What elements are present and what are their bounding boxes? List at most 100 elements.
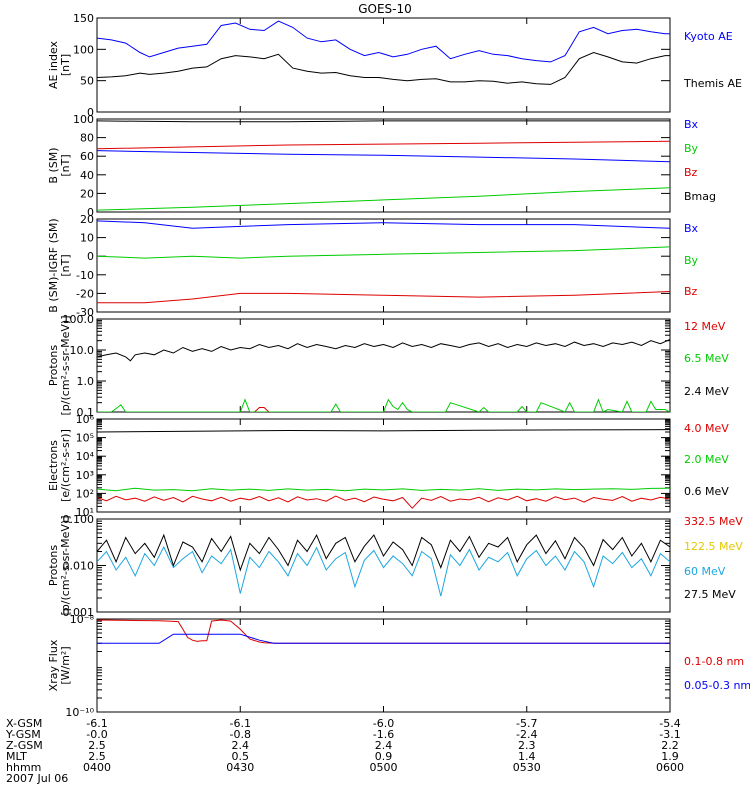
y-tick-label: 10⁶ bbox=[76, 413, 95, 426]
x-tick-label: 1.4 bbox=[518, 750, 536, 763]
y-axis-label: Protons bbox=[47, 345, 60, 386]
x-tick-label: -5.7 bbox=[516, 717, 537, 730]
panel-2: 0 20 40 60 80 100 B (SM) [nT] Bx By Bz Bmag bbox=[47, 113, 716, 219]
y-tick-label: 0.010 bbox=[63, 560, 95, 573]
y-axis-label: [W/m²] bbox=[59, 646, 72, 684]
plot-frame bbox=[96, 518, 671, 613]
series-line-bx bbox=[97, 150, 670, 163]
series-line-0-6-mev bbox=[97, 429, 670, 433]
x-tick-label: 1.9 bbox=[661, 750, 679, 763]
legend-label: By bbox=[684, 142, 699, 155]
x-axis-ephemeris: X-GSM -6.1 -6.1 -6.0 -5.7 -5.4 Y-GSM -0.0 -0.8 -1… bbox=[5, 717, 684, 785]
legend-label: 0.05-0.3 nm bbox=[684, 679, 750, 692]
x-tick-label: -2.4 bbox=[516, 728, 537, 741]
y-axis-label: [nT] bbox=[59, 54, 72, 76]
x-tick-label: -3.1 bbox=[659, 728, 680, 741]
x-tick-label: -6.1 bbox=[230, 717, 251, 730]
y-tick-label: 0 bbox=[87, 250, 94, 263]
series-line-60-mev bbox=[97, 545, 670, 597]
x-tick-label: 2.4 bbox=[375, 739, 393, 752]
y-tick-label: 10 bbox=[80, 232, 94, 245]
minor-ticks bbox=[97, 520, 670, 599]
y-axis-label: Protons bbox=[47, 545, 60, 586]
y-tick-label: 0.1 bbox=[77, 406, 95, 419]
panel-3: -30 -20 -10 0 10 20 B (SM)-IGRF (SM) [nT] Bx By Bz bbox=[47, 213, 699, 319]
panel-5: 10¹ 10² 10³ 10⁴ 10⁵ 10⁶ Electrons [e/(cm²-s-sr)… bbox=[47, 413, 729, 519]
y-tick-label: 100 bbox=[73, 113, 94, 126]
y-tick-label: 1.0 bbox=[77, 375, 95, 388]
legend-label: 332.5 MeV bbox=[684, 515, 743, 528]
y-tick-label: 100.0 bbox=[63, 313, 95, 326]
y-tick-label: 60 bbox=[80, 150, 94, 163]
x-tick-label: 2.5 bbox=[88, 739, 106, 752]
figure-title: GOES-10 bbox=[358, 2, 412, 16]
y-tick-label: 20 bbox=[80, 213, 94, 226]
date-label: 2007 Jul 06 bbox=[6, 772, 68, 785]
x-row-label: hhmm bbox=[6, 761, 41, 774]
y-axis-label: B (SM) bbox=[47, 147, 60, 183]
y-tick-label: 20 bbox=[80, 187, 94, 200]
x-tick-label: 0400 bbox=[83, 761, 111, 774]
plot-frame bbox=[96, 118, 671, 213]
y-tick-label: 10³ bbox=[76, 469, 94, 482]
x-row-label: X-GSM bbox=[6, 717, 42, 730]
y-tick-label: -10 bbox=[76, 269, 94, 282]
panel-4: 0.1 1.0 10.0 100.0 Protons [p/(cm²-s-sr-MeV)]… bbox=[47, 313, 729, 419]
legend-label: 4.0 MeV bbox=[684, 422, 729, 435]
y-tick-label: 10¹ bbox=[76, 506, 94, 519]
y-axis-label: [nT] bbox=[59, 254, 72, 276]
plot-frame bbox=[96, 318, 671, 413]
y-axis-label: AE index bbox=[47, 40, 60, 89]
x-tick-label: 2.4 bbox=[232, 739, 250, 752]
y-tick-label: 0.001 bbox=[63, 606, 95, 619]
plot-frame bbox=[96, 17, 671, 113]
minor-ticks bbox=[97, 319, 670, 404]
x-tick-label: 2.5 bbox=[88, 750, 106, 763]
panel-6: 0.001 0.010 0.100 Protons [p/(cm²-s-sr-MeV)]… bbox=[47, 513, 743, 619]
x-tick-label: 0430 bbox=[226, 761, 254, 774]
plot-frame bbox=[96, 218, 671, 313]
legend-label: 12 MeV bbox=[684, 320, 726, 333]
x-tick-label: 0530 bbox=[513, 761, 541, 774]
y-tick-label: 0 bbox=[87, 106, 94, 119]
x-tick-label: -5.4 bbox=[659, 717, 680, 730]
legend-label: 122.5 MeV bbox=[684, 540, 743, 553]
series-line-by bbox=[97, 246, 670, 259]
y-tick-label: 10⁻¹⁰ bbox=[65, 706, 94, 719]
series-line-2-0-mev bbox=[97, 487, 670, 492]
x-tick-label: -0.8 bbox=[230, 728, 251, 741]
y-tick-label: 10⁴ bbox=[76, 450, 95, 463]
legend-label: 6.5 MeV bbox=[684, 352, 729, 365]
series-line-0-1-0-8-nm bbox=[97, 619, 670, 644]
plot-frame bbox=[96, 418, 671, 513]
legend-label: 2.4 MeV bbox=[684, 385, 729, 398]
x-row-label: Y-GSM bbox=[5, 728, 41, 741]
x-tick-label: 2.3 bbox=[518, 739, 536, 752]
legend-label: Kyoto AE bbox=[684, 30, 733, 43]
legend-label: 2.0 MeV bbox=[684, 453, 729, 466]
x-tick-label: -0.0 bbox=[86, 728, 107, 741]
legend-label: Bz bbox=[684, 166, 698, 179]
series-line-themis-ae bbox=[97, 51, 670, 85]
legend-label: 60 MeV bbox=[684, 565, 726, 578]
series-line-27-5-mev bbox=[97, 533, 670, 572]
y-axis-label: B (SM)-IGRF (SM) bbox=[47, 218, 60, 312]
x-tick-label: 0.9 bbox=[375, 750, 393, 763]
series-line-bz bbox=[97, 140, 670, 150]
x-tick-label: 0.5 bbox=[232, 750, 250, 763]
legend-label: Bx bbox=[684, 118, 699, 131]
legend-label: 0.6 MeV bbox=[684, 485, 729, 498]
y-tick-label: 0.100 bbox=[63, 513, 95, 526]
x-tick-label: -6.0 bbox=[373, 717, 394, 730]
y-tick-label: 10⁵ bbox=[76, 432, 94, 445]
y-tick-label: 10.0 bbox=[70, 344, 95, 357]
series-line-0-05-0-3-nm bbox=[97, 633, 670, 644]
series-line-bx bbox=[97, 220, 670, 229]
legend-label: Bz bbox=[684, 285, 698, 298]
minor-ticks bbox=[97, 620, 670, 699]
legend-label: 0.1-0.8 nm bbox=[684, 655, 744, 668]
y-tick-label: 150 bbox=[73, 12, 94, 25]
y-tick-label: -20 bbox=[76, 287, 94, 300]
